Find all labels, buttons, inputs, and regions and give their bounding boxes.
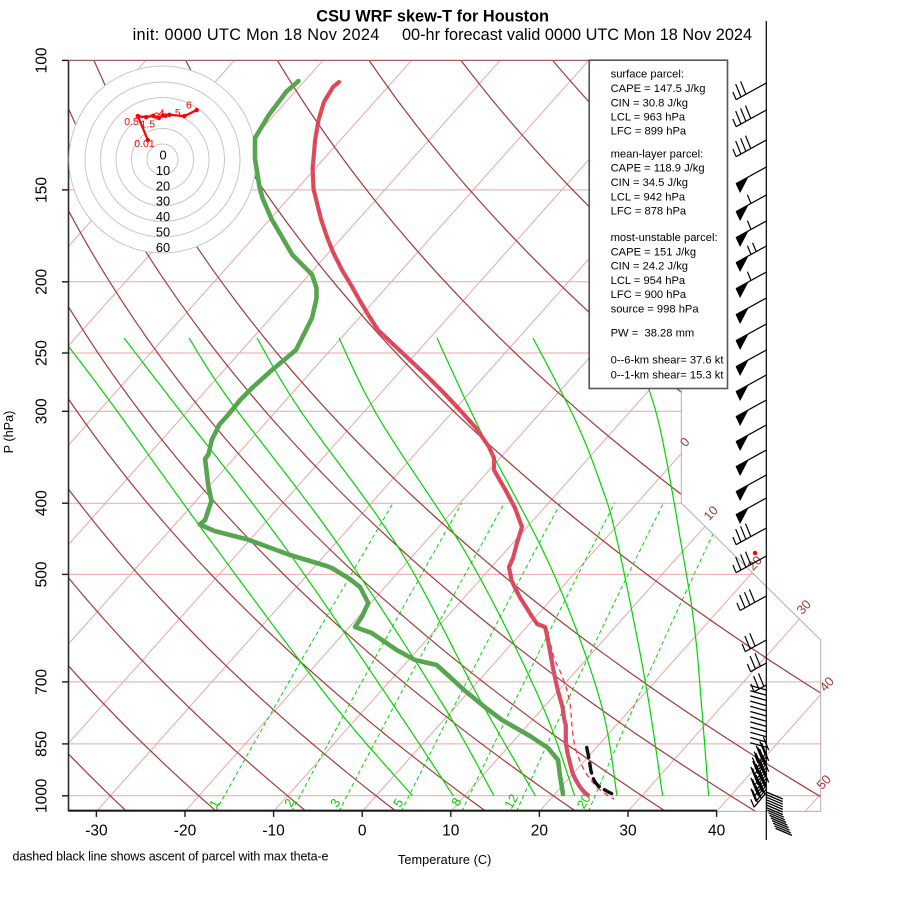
svg-text:0.5: 0.5 xyxy=(124,116,139,128)
svg-text:250: 250 xyxy=(34,340,51,366)
svg-text:5: 5 xyxy=(175,107,181,119)
svg-text:CIN = 34.5 J/kg: CIN = 34.5 J/kg xyxy=(611,177,688,189)
svg-text:0--1-km shear= 15.3 kt: 0--1-km shear= 15.3 kt xyxy=(611,369,725,381)
svg-text:1.5: 1.5 xyxy=(140,119,155,131)
svg-text:P (hPa): P (hPa) xyxy=(2,411,16,454)
svg-text:20: 20 xyxy=(156,178,170,193)
svg-text:-10: -10 xyxy=(262,823,285,840)
svg-text:0--6-km shear= 37.6 kt: 0--6-km shear= 37.6 kt xyxy=(611,355,725,367)
svg-text:PW = 38.28 mm: PW = 38.28 mm xyxy=(611,327,695,339)
svg-text:LFC = 878 hPa: LFC = 878 hPa xyxy=(611,206,687,218)
svg-text:CIN = 24.2 J/kg: CIN = 24.2 J/kg xyxy=(611,261,688,273)
svg-text:-20: -20 xyxy=(174,823,197,840)
svg-text:20: 20 xyxy=(531,823,549,840)
svg-text:40: 40 xyxy=(708,823,726,840)
svg-text:CAPE = 118.9 J/kg: CAPE = 118.9 J/kg xyxy=(611,163,705,175)
svg-text:300: 300 xyxy=(34,398,51,424)
svg-text:500: 500 xyxy=(34,561,51,587)
svg-text:50: 50 xyxy=(156,225,170,240)
svg-text:10: 10 xyxy=(442,823,460,840)
svg-text:30: 30 xyxy=(156,194,170,209)
svg-text:1000: 1000 xyxy=(34,778,51,813)
svg-text:100: 100 xyxy=(34,47,51,73)
svg-text:10: 10 xyxy=(156,163,170,178)
svg-text:CAPE = 147.5 J/kg: CAPE = 147.5 J/kg xyxy=(611,83,706,95)
svg-text:150: 150 xyxy=(34,177,51,203)
svg-text:0: 0 xyxy=(159,148,166,163)
svg-text:0.01: 0.01 xyxy=(134,138,155,150)
svg-text:LCL = 942 hPa: LCL = 942 hPa xyxy=(611,191,686,203)
svg-text:700: 700 xyxy=(34,669,51,695)
svg-text:400: 400 xyxy=(34,490,51,516)
svg-text:30: 30 xyxy=(619,823,637,840)
svg-text:LFC = 899 hPa: LFC = 899 hPa xyxy=(611,126,687,138)
svg-text:CSU WRF skew-T for Houston: CSU WRF skew-T for Houston xyxy=(316,8,549,26)
svg-text:6: 6 xyxy=(186,100,192,112)
svg-text:source = 998 hPa: source = 998 hPa xyxy=(611,304,700,316)
svg-text:00-hr forecast valid 0000 UTC: 00-hr forecast valid 0000 UTC Mon 18 Nov… xyxy=(402,26,752,44)
svg-text:3: 3 xyxy=(154,111,160,123)
svg-text:12: 12 xyxy=(501,791,521,811)
svg-text:surface parcel:: surface parcel: xyxy=(611,69,684,81)
svg-text:mean-layer parcel:: mean-layer parcel: xyxy=(611,148,704,160)
svg-text:-30: -30 xyxy=(85,823,108,840)
svg-text:LCL = 963 hPa: LCL = 963 hPa xyxy=(611,112,686,124)
svg-text:Temperature (C): Temperature (C) xyxy=(398,853,492,867)
svg-text:most-unstable parcel:: most-unstable parcel: xyxy=(611,232,718,244)
svg-text:850: 850 xyxy=(34,731,51,757)
svg-text:LCL = 954 hPa: LCL = 954 hPa xyxy=(611,275,686,287)
svg-text:LFC = 900 hPa: LFC = 900 hPa xyxy=(611,289,687,301)
svg-text:4: 4 xyxy=(159,108,165,120)
svg-text:CIN = 30.8 J/kg: CIN = 30.8 J/kg xyxy=(611,97,688,109)
svg-text:200: 200 xyxy=(34,268,51,294)
svg-text:init: 0000 UTC Mon 18 Nov 2024: init: 0000 UTC Mon 18 Nov 2024 xyxy=(133,26,380,44)
svg-text:60: 60 xyxy=(156,240,170,255)
svg-text:CAPE = 151 J/kg: CAPE = 151 J/kg xyxy=(611,246,697,258)
svg-text:0: 0 xyxy=(358,823,367,840)
svg-text:40: 40 xyxy=(156,209,170,224)
svg-text:dashed black line shows ascent: dashed black line shows ascent of parcel… xyxy=(13,850,329,864)
